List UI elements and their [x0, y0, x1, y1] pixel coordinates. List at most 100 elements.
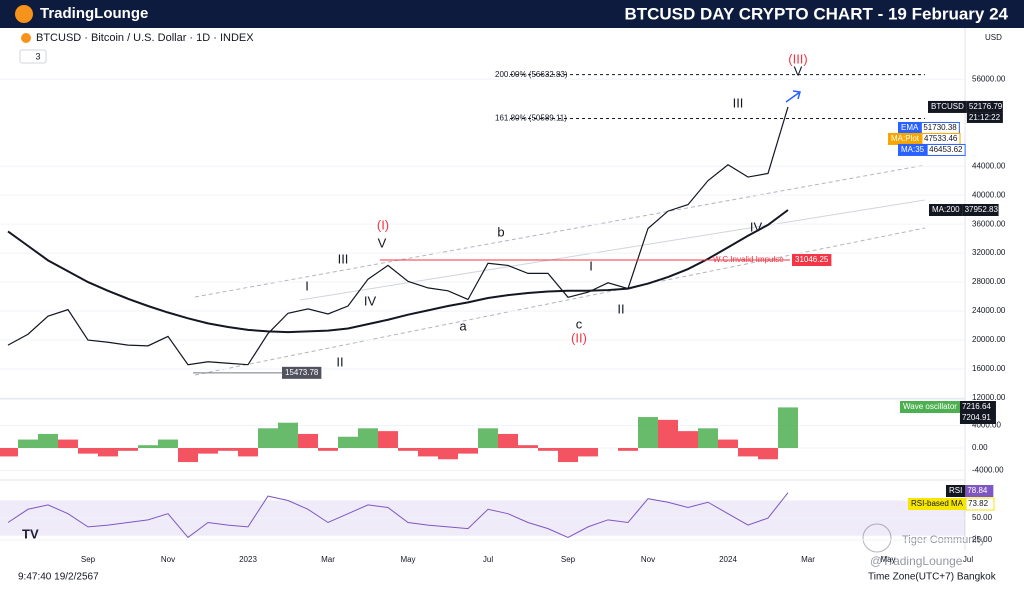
- osc-bar: [38, 433, 58, 449]
- wave-label: I: [589, 258, 593, 273]
- osc-bar: [18, 439, 38, 449]
- y-tick-label: 50.00: [972, 513, 993, 522]
- rsi-name-tag-box: [946, 485, 966, 497]
- osc-bar: [438, 448, 458, 460]
- indicator-name-tag-box: [888, 132, 923, 145]
- rsi-ma-name-tag-box: [908, 498, 967, 510]
- osc-bar: [418, 448, 438, 457]
- osc-bar: [558, 448, 578, 463]
- osc-bar: [518, 445, 538, 449]
- y-tick-label: 25.00: [972, 535, 993, 544]
- price-line: [7, 106, 789, 366]
- rsi-name-tag: RSI: [949, 486, 962, 495]
- osc-bar: [738, 448, 758, 457]
- wave-label: a: [459, 318, 467, 333]
- y-tick-label: 28000.00: [972, 277, 1006, 286]
- channel-line: [194, 164, 926, 298]
- osc-bar: [298, 433, 318, 449]
- osc-bar: [378, 431, 398, 449]
- indicator-name-tag: MA:35: [901, 145, 925, 154]
- timezone[interactable]: Time Zone(UTC+7) Bangkok: [868, 572, 997, 583]
- osc-value: 7216.64: [962, 402, 991, 411]
- wave-label: I: [305, 278, 309, 293]
- y-tick-label: 20000.00: [972, 335, 1006, 344]
- osc-bar: [278, 422, 298, 449]
- trend-line: [299, 199, 926, 301]
- y-tick-label: 44000.00: [972, 161, 1006, 170]
- wave-label: III: [733, 95, 744, 110]
- osc-bar: [78, 448, 98, 454]
- y-tick-label: -4000.00: [972, 466, 1004, 475]
- osc-bar: [638, 417, 658, 449]
- osc-name-tag: Wave oscillator: [903, 402, 957, 411]
- osc-bar: [158, 439, 178, 449]
- price-name-tag: BTCUSD: [931, 102, 964, 111]
- symbol-line[interactable]: BTCUSD · Bitcoin / U.S. Dollar · 1D · IN…: [36, 32, 254, 44]
- price-name-tag-box: [928, 100, 967, 113]
- wave-label: II: [617, 301, 624, 316]
- wave-label: b: [497, 224, 504, 239]
- osc-bar: [718, 439, 738, 449]
- x-tick-label: Mar: [321, 555, 335, 564]
- wave-label: (I): [377, 217, 389, 232]
- osc-signal-box: [959, 413, 996, 424]
- ma200-name-tag-box: [929, 203, 963, 216]
- invalidation-label: W.C.Invalid Impulse: [713, 255, 784, 264]
- badge-box[interactable]: [19, 49, 47, 64]
- x-tick-label: Jul: [483, 555, 493, 564]
- fib-label: 161.80% (50589.11): [495, 114, 567, 123]
- osc-bar: [198, 448, 218, 454]
- osc-bar: [318, 448, 338, 451]
- currency[interactable]: USD: [985, 33, 1002, 42]
- osc-bar: [698, 428, 718, 449]
- price-value-box: [966, 100, 1003, 113]
- indicator-value: 46453.62: [929, 145, 963, 154]
- x-tick-label: Jul: [963, 555, 973, 564]
- wave-label: IV: [750, 219, 763, 234]
- y-tick-label: 32000.00: [972, 248, 1006, 257]
- wave-label: c: [576, 316, 583, 331]
- indicator-name-tag: MA:Plot: [891, 134, 920, 143]
- ma200-line: [7, 209, 789, 334]
- ma200-value-box: [962, 203, 999, 216]
- indicator-value-box: [926, 143, 966, 156]
- y-tick-label: 24000.00: [972, 306, 1006, 315]
- x-tick-label: May: [880, 555, 895, 564]
- osc-bar: [58, 439, 78, 449]
- y-tick-label: 56000.00: [972, 74, 1006, 83]
- handle: @TradingLounge: [870, 554, 963, 568]
- fib-label: 200.00% (56632.83): [495, 70, 568, 79]
- wave-label: (III): [788, 51, 808, 66]
- osc-bar: [498, 433, 518, 449]
- y-tick-label: 12000.00: [972, 393, 1006, 402]
- osc-signal: 7204.91: [962, 413, 991, 422]
- clock: 9:47:40 19/2/2567: [18, 572, 99, 583]
- channel-line: [194, 227, 926, 376]
- rsi-value: 78.84: [967, 486, 988, 495]
- osc-bar: [778, 407, 798, 449]
- indicator-value: 47533.46: [924, 134, 958, 143]
- low-tag-box: [282, 366, 322, 379]
- osc-bar: [98, 448, 118, 457]
- invalidation-tag: 31046.25: [795, 255, 829, 264]
- x-tick-label: 2023: [239, 555, 257, 564]
- osc-bar: [458, 448, 478, 454]
- y-tick-label: 0.00: [972, 443, 988, 452]
- wave-label: (II): [571, 330, 587, 345]
- wave-label: V: [378, 235, 387, 250]
- y-tick-label: 36000.00: [972, 219, 1006, 228]
- badge[interactable]: 3: [35, 51, 40, 61]
- osc-bar: [578, 448, 598, 457]
- x-tick-label: Nov: [641, 555, 655, 564]
- osc-bar: [478, 428, 498, 449]
- osc-bar: [238, 448, 258, 457]
- osc-bar: [658, 419, 678, 449]
- x-tick-label: Sep: [561, 555, 576, 564]
- rsi-ma-value: 73.82: [968, 499, 989, 508]
- osc-bar: [118, 448, 138, 451]
- osc-value-box: [959, 401, 996, 413]
- rsi-ma-box: [965, 497, 995, 511]
- osc-bar: [258, 428, 278, 449]
- osc-bar: [138, 445, 158, 449]
- invalidation-tag-box: [792, 254, 832, 267]
